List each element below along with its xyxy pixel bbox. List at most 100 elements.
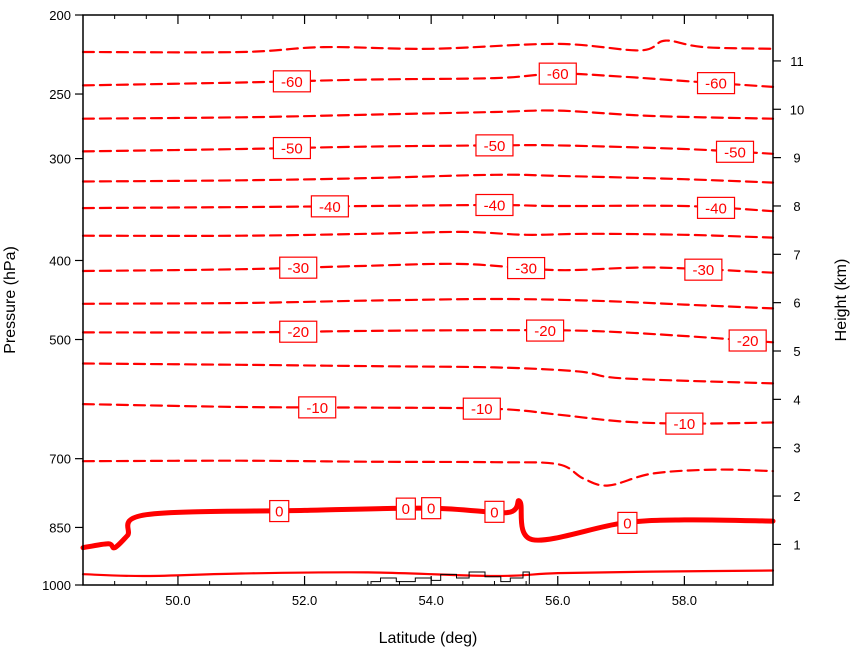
contour-line-dashed [81, 143, 775, 155]
y2-tick-label: 3 [793, 441, 800, 456]
contour-label-box [728, 329, 767, 352]
y2-tick-label: 7 [793, 247, 800, 262]
contour-label: -60 [538, 62, 577, 85]
contour-label-text: -40 [319, 199, 341, 216]
contour-label: 0 [617, 511, 638, 535]
contour-label: -50 [272, 136, 311, 160]
contour-label-text: -40 [705, 200, 727, 217]
contour-line-dashed [81, 230, 775, 239]
contour-label-box [684, 258, 723, 281]
y-tick-label: 700 [49, 452, 71, 467]
contour-label-box [617, 511, 638, 535]
contour-label: -10 [298, 396, 337, 419]
y-tick-label: 200 [49, 8, 71, 23]
contour-label-text: -50 [281, 141, 303, 158]
contour-label-text: -60 [281, 74, 303, 91]
contour-label-box [298, 396, 337, 419]
contour-line-dashed [81, 109, 775, 120]
y-tick-label: 250 [49, 87, 71, 102]
y2-tick-label: 9 [793, 151, 800, 166]
contour-label-text: -50 [484, 138, 506, 155]
contour-label: -50 [475, 134, 514, 157]
contour-label: -20 [728, 329, 767, 352]
contour-line-dashed [81, 362, 775, 385]
contour-line-dashed [81, 203, 775, 213]
contour-line-dashed [81, 459, 775, 487]
contour-label: -60 [272, 70, 311, 93]
contour-label-text: -20 [287, 324, 309, 341]
contour-label-box [272, 136, 311, 160]
y2-tick-label: 4 [793, 392, 800, 407]
contour-label: -30 [684, 258, 723, 281]
y-tick-label: 500 [49, 333, 71, 348]
contour-label-text: -20 [737, 333, 759, 350]
terrain-outline [370, 571, 530, 584]
contour-label-text: 0 [623, 515, 631, 532]
y-tick-label: 300 [49, 152, 71, 167]
contour-label-box [279, 256, 318, 279]
contour-label: -30 [279, 256, 318, 279]
x-axis-title: Latitude (deg) [379, 630, 478, 647]
contour-label-box [696, 72, 736, 95]
contour-label: -10 [462, 397, 501, 420]
contour-label-text: -10 [306, 400, 328, 417]
y2-tick-label: 11 [790, 54, 804, 69]
contour-label-box [526, 319, 565, 342]
x-tick-label: 58.0 [672, 593, 697, 608]
contour-label: 0 [269, 499, 290, 523]
y2-tick-label: 10 [790, 102, 804, 117]
x-tick-label: 50.0 [165, 593, 190, 608]
contour-label: -20 [279, 320, 318, 343]
contour-label-box [269, 499, 290, 523]
axis-layer: 50.0 52.0 54.0 56.0 58.020025030040050070085… [42, 8, 804, 608]
contour-label: 0 [421, 497, 442, 520]
contour-label-text: -30 [515, 261, 537, 278]
contour-label: -40 [475, 193, 514, 217]
contour-label-box [279, 320, 318, 343]
contour-label-box [665, 412, 704, 435]
contour-label-text: -40 [484, 198, 506, 215]
contour-label-text: -10 [471, 401, 493, 418]
contour-label-text: -30 [693, 262, 715, 279]
y2-tick-label: 2 [793, 489, 800, 504]
contour-label-box [395, 497, 416, 520]
y2-axis-title: Height (km) [833, 259, 850, 342]
y-axis-title: Pressure (hPa) [2, 246, 19, 354]
contour-label-layer: -60 -60 -60 -50 -50 -50 -40 -40 -40 -30 -30 -30 -20 -… [269, 62, 767, 535]
contour-label: -20 [526, 319, 565, 342]
contour-layer [80, 39, 776, 578]
contour-label: 0 [484, 500, 505, 523]
contour-label-text: 0 [275, 504, 283, 521]
contour-label-box [696, 196, 736, 219]
contour-line-dashed [81, 262, 775, 274]
y2-tick-label: 6 [793, 296, 800, 311]
x-tick-label: 54.0 [419, 593, 444, 608]
y-tick-label: 850 [49, 520, 71, 535]
contour-label: -60 [696, 72, 736, 95]
contour-label-text: 0 [490, 504, 498, 521]
contour-label-text: -50 [724, 144, 746, 161]
contour-label-text: 0 [402, 501, 410, 518]
plot-frame [82, 14, 774, 586]
contour-line-dashed [81, 297, 775, 310]
contour-label: -40 [310, 195, 349, 218]
y-tick-label: 1000 [42, 578, 71, 593]
contour-label-text: -60 [547, 66, 569, 83]
contour-label-text: 0 [427, 501, 435, 518]
y2-tick-label: 8 [793, 199, 800, 214]
contour-line-dashed [81, 72, 775, 88]
y2-tick-label: 1 [793, 537, 800, 552]
terrain-layer [370, 571, 530, 584]
contour-label-box [538, 62, 577, 85]
contour-line-dashed [81, 173, 775, 184]
x-tick-label: 52.0 [292, 593, 317, 608]
contour-label-box [715, 140, 755, 163]
x-tick-label: 56.0 [545, 593, 570, 608]
contour-label: 0 [395, 497, 416, 520]
contour-label-box [421, 497, 442, 520]
contour-line-solid [81, 569, 775, 578]
contour-label-box [272, 70, 311, 93]
contour-line-dashed [81, 39, 775, 54]
contour-label-box [462, 397, 501, 420]
